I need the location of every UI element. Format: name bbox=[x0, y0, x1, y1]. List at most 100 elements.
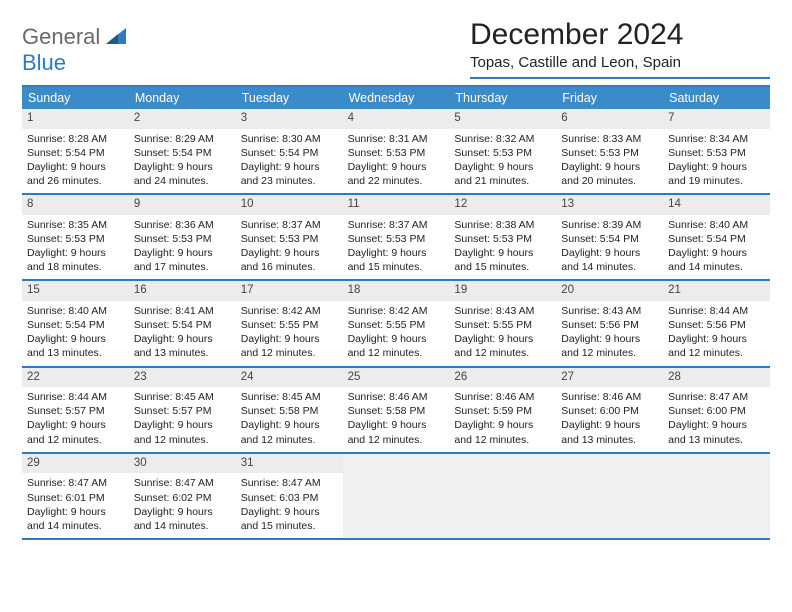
sunrise-line: Sunrise: 8:30 AM bbox=[241, 132, 338, 146]
sunrise-line: Sunrise: 8:46 AM bbox=[561, 390, 658, 404]
calendar-grid: SundayMondayTuesdayWednesdayThursdayFrid… bbox=[22, 85, 770, 540]
daylight-line-1: Daylight: 9 hours bbox=[27, 160, 124, 174]
day-cell: 26Sunrise: 8:46 AMSunset: 5:59 PMDayligh… bbox=[449, 368, 556, 454]
sunset-line: Sunset: 5:56 PM bbox=[561, 318, 658, 332]
daylight-line-1: Daylight: 9 hours bbox=[27, 246, 124, 260]
empty-cell bbox=[556, 454, 663, 540]
sunrise-line: Sunrise: 8:47 AM bbox=[27, 476, 124, 490]
daylight-line-1: Daylight: 9 hours bbox=[27, 332, 124, 346]
day-cell: 11Sunrise: 8:37 AMSunset: 5:53 PMDayligh… bbox=[343, 195, 450, 281]
day-number: 3 bbox=[236, 109, 343, 129]
sunrise-line: Sunrise: 8:34 AM bbox=[668, 132, 765, 146]
day-number: 17 bbox=[236, 281, 343, 301]
daylight-line-1: Daylight: 9 hours bbox=[241, 505, 338, 519]
sunset-line: Sunset: 5:56 PM bbox=[668, 318, 765, 332]
daylight-line-2: and 12 minutes. bbox=[454, 433, 551, 447]
daylight-line-1: Daylight: 9 hours bbox=[668, 332, 765, 346]
daylight-line-2: and 13 minutes. bbox=[561, 433, 658, 447]
sunrise-line: Sunrise: 8:36 AM bbox=[134, 218, 231, 232]
daylight-line-2: and 24 minutes. bbox=[134, 174, 231, 188]
sunset-line: Sunset: 5:53 PM bbox=[348, 146, 445, 160]
daylight-line-2: and 23 minutes. bbox=[241, 174, 338, 188]
day-number: 25 bbox=[343, 368, 450, 388]
logo: GeneralBlue bbox=[22, 18, 128, 76]
day-number: 4 bbox=[343, 109, 450, 129]
day-cell: 21Sunrise: 8:44 AMSunset: 5:56 PMDayligh… bbox=[663, 281, 770, 367]
day-cell: 19Sunrise: 8:43 AMSunset: 5:55 PMDayligh… bbox=[449, 281, 556, 367]
sunset-line: Sunset: 5:58 PM bbox=[348, 404, 445, 418]
daylight-line-1: Daylight: 9 hours bbox=[561, 160, 658, 174]
day-cell: 5Sunrise: 8:32 AMSunset: 5:53 PMDaylight… bbox=[449, 109, 556, 195]
day-number: 23 bbox=[129, 368, 236, 388]
sunrise-line: Sunrise: 8:46 AM bbox=[454, 390, 551, 404]
sunset-line: Sunset: 5:53 PM bbox=[454, 146, 551, 160]
daylight-line-1: Daylight: 9 hours bbox=[668, 418, 765, 432]
daylight-line-2: and 12 minutes. bbox=[454, 346, 551, 360]
daylight-line-1: Daylight: 9 hours bbox=[241, 246, 338, 260]
sunset-line: Sunset: 5:53 PM bbox=[561, 146, 658, 160]
day-number: 7 bbox=[663, 109, 770, 129]
sunset-line: Sunset: 5:58 PM bbox=[241, 404, 338, 418]
daylight-line-1: Daylight: 9 hours bbox=[27, 418, 124, 432]
daylight-line-2: and 15 minutes. bbox=[454, 260, 551, 274]
daylight-line-2: and 14 minutes. bbox=[27, 519, 124, 533]
daylight-line-2: and 16 minutes. bbox=[241, 260, 338, 274]
day-cell: 8Sunrise: 8:35 AMSunset: 5:53 PMDaylight… bbox=[22, 195, 129, 281]
sunset-line: Sunset: 5:54 PM bbox=[134, 146, 231, 160]
daylight-line-2: and 14 minutes. bbox=[134, 519, 231, 533]
daylight-line-1: Daylight: 9 hours bbox=[241, 418, 338, 432]
location: Topas, Castille and Leon, Spain bbox=[470, 54, 770, 79]
sunrise-line: Sunrise: 8:28 AM bbox=[27, 132, 124, 146]
daylight-line-1: Daylight: 9 hours bbox=[454, 418, 551, 432]
daylight-line-2: and 12 minutes. bbox=[241, 433, 338, 447]
day-cell: 10Sunrise: 8:37 AMSunset: 5:53 PMDayligh… bbox=[236, 195, 343, 281]
sunrise-line: Sunrise: 8:29 AM bbox=[134, 132, 231, 146]
day-cell: 2Sunrise: 8:29 AMSunset: 5:54 PMDaylight… bbox=[129, 109, 236, 195]
sunrise-line: Sunrise: 8:40 AM bbox=[27, 304, 124, 318]
day-cell: 24Sunrise: 8:45 AMSunset: 5:58 PMDayligh… bbox=[236, 368, 343, 454]
day-header: Monday bbox=[129, 87, 236, 109]
day-number: 11 bbox=[343, 195, 450, 215]
sunrise-line: Sunrise: 8:45 AM bbox=[241, 390, 338, 404]
day-number: 14 bbox=[663, 195, 770, 215]
day-number: 20 bbox=[556, 281, 663, 301]
day-cell: 23Sunrise: 8:45 AMSunset: 5:57 PMDayligh… bbox=[129, 368, 236, 454]
daylight-line-2: and 12 minutes. bbox=[134, 433, 231, 447]
sunrise-line: Sunrise: 8:45 AM bbox=[134, 390, 231, 404]
daylight-line-1: Daylight: 9 hours bbox=[668, 160, 765, 174]
daylight-line-1: Daylight: 9 hours bbox=[134, 332, 231, 346]
sunrise-line: Sunrise: 8:42 AM bbox=[348, 304, 445, 318]
sunset-line: Sunset: 6:00 PM bbox=[561, 404, 658, 418]
day-number: 10 bbox=[236, 195, 343, 215]
day-cell: 15Sunrise: 8:40 AMSunset: 5:54 PMDayligh… bbox=[22, 281, 129, 367]
logo-sail-icon bbox=[104, 24, 128, 50]
header: GeneralBlue December 2024 Topas, Castill… bbox=[22, 18, 770, 79]
daylight-line-2: and 19 minutes. bbox=[668, 174, 765, 188]
daylight-line-2: and 14 minutes. bbox=[561, 260, 658, 274]
month-title: December 2024 bbox=[470, 18, 770, 52]
day-number: 12 bbox=[449, 195, 556, 215]
day-number: 5 bbox=[449, 109, 556, 129]
daylight-line-2: and 13 minutes. bbox=[27, 346, 124, 360]
daylight-line-1: Daylight: 9 hours bbox=[454, 246, 551, 260]
sunrise-line: Sunrise: 8:35 AM bbox=[27, 218, 124, 232]
day-cell: 9Sunrise: 8:36 AMSunset: 5:53 PMDaylight… bbox=[129, 195, 236, 281]
daylight-line-1: Daylight: 9 hours bbox=[454, 332, 551, 346]
day-number: 26 bbox=[449, 368, 556, 388]
sunset-line: Sunset: 5:53 PM bbox=[134, 232, 231, 246]
sunrise-line: Sunrise: 8:38 AM bbox=[454, 218, 551, 232]
sunset-line: Sunset: 5:53 PM bbox=[27, 232, 124, 246]
sunset-line: Sunset: 6:00 PM bbox=[668, 404, 765, 418]
sunset-line: Sunset: 5:54 PM bbox=[241, 146, 338, 160]
daylight-line-1: Daylight: 9 hours bbox=[561, 332, 658, 346]
empty-cell bbox=[343, 454, 450, 540]
daylight-line-2: and 12 minutes. bbox=[348, 346, 445, 360]
daylight-line-2: and 20 minutes. bbox=[561, 174, 658, 188]
day-number: 16 bbox=[129, 281, 236, 301]
day-header: Saturday bbox=[663, 87, 770, 109]
day-number: 29 bbox=[22, 454, 129, 474]
day-number: 19 bbox=[449, 281, 556, 301]
day-number: 15 bbox=[22, 281, 129, 301]
sunset-line: Sunset: 6:03 PM bbox=[241, 491, 338, 505]
day-cell: 14Sunrise: 8:40 AMSunset: 5:54 PMDayligh… bbox=[663, 195, 770, 281]
